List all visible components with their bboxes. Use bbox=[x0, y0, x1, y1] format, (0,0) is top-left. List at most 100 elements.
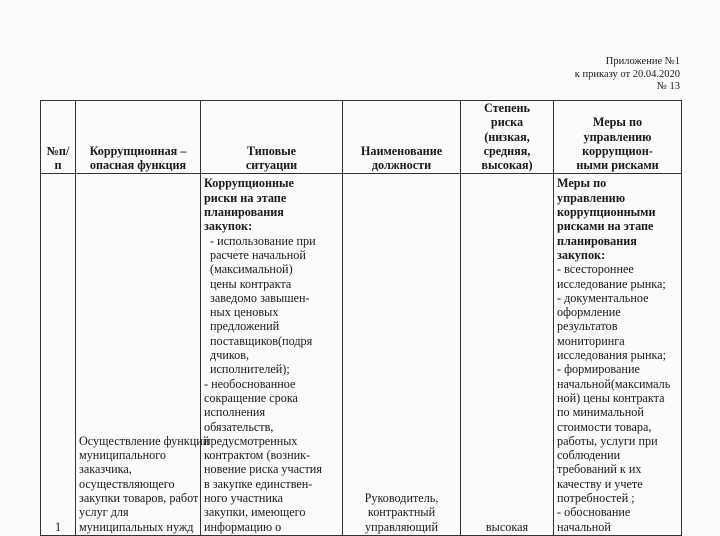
text-line: закупок: bbox=[557, 247, 606, 262]
text-line: Меры по bbox=[557, 176, 607, 191]
text-line: мониторинга bbox=[557, 333, 625, 348]
text-line: (максимальной) bbox=[210, 262, 293, 277]
text-line: Меры по bbox=[592, 115, 643, 130]
text-line: начальной bbox=[557, 519, 611, 534]
text-line: рисками на этапе bbox=[557, 219, 654, 234]
header-situations: Типовые ситуации bbox=[200, 99, 343, 175]
situations-text: - использование при расчете начальной (мак… bbox=[204, 234, 339, 534]
text-line: муниципальных нужд bbox=[79, 519, 194, 534]
text-line: в закупке единствен- bbox=[204, 476, 313, 491]
text-line: требований к их bbox=[557, 462, 642, 477]
corruption-risk-table: №п/п Коррупционная – опасная функция Типо… bbox=[40, 99, 682, 536]
text-line: средняя, bbox=[483, 143, 531, 158]
header-function: Коррупционная – опасная функция bbox=[75, 99, 201, 175]
text-line: работы, услуги при bbox=[557, 433, 658, 448]
text-line: риска bbox=[490, 115, 524, 130]
text-line: №п/ bbox=[46, 143, 70, 158]
text-line: информацию о bbox=[204, 519, 282, 534]
text-line: исследования рынка; bbox=[557, 348, 667, 363]
header-number: №п/п bbox=[40, 99, 76, 175]
situations-heading: Коррупционные риски на этапе планирования з… bbox=[204, 176, 339, 233]
text-line: исследование рынка; bbox=[557, 276, 666, 291]
text-line: закупки товаров, работ bbox=[79, 491, 199, 506]
text-line: Коррупционная – bbox=[89, 143, 187, 158]
text-line: риски на этапе bbox=[204, 190, 287, 205]
risk-level-cell: высокая bbox=[460, 173, 554, 536]
text-line: закупок: bbox=[204, 219, 253, 234]
text-line: (низкая, bbox=[484, 129, 530, 144]
text-line: - формирование bbox=[557, 362, 640, 377]
attachment-note: Приложение №1 к приказу от 20.04.2020 № … bbox=[575, 56, 680, 94]
order-date-line: к приказу от 20.04.2020 bbox=[574, 68, 680, 80]
text-line: ной) цены контракта bbox=[557, 390, 665, 405]
situations-cell: Коррупционные риски на этапе планирования з… bbox=[200, 173, 343, 536]
header-measures: Меры по управлению коррупцион-ными рисками bbox=[553, 99, 682, 175]
text-line: ных ценовых bbox=[210, 305, 279, 320]
text-line: цены контракта bbox=[210, 276, 292, 291]
text-line: Наименование bbox=[360, 143, 443, 158]
table-header-row: №п/п Коррупционная – опасная функция Типо… bbox=[40, 99, 682, 175]
text-line: потребностей ; bbox=[557, 491, 635, 506]
text-line: коррупцион- bbox=[582, 143, 653, 158]
text-line: п bbox=[54, 158, 62, 173]
text-line: результатов bbox=[557, 319, 618, 334]
text-line: - необоснованное bbox=[204, 376, 296, 391]
text-line: ситуации bbox=[245, 158, 298, 173]
text-line: ными рисками bbox=[576, 158, 659, 173]
text-line: контрактом (возник- bbox=[204, 448, 311, 463]
text-line: поставщиков(подря bbox=[210, 333, 313, 348]
attachment-line: Приложение №1 bbox=[605, 56, 680, 67]
text-line: заказчика, bbox=[79, 462, 132, 477]
text-line: планирования bbox=[557, 233, 637, 248]
text-line: управляющий bbox=[365, 519, 438, 534]
text-line: предложений bbox=[210, 319, 280, 334]
header-position: Наименование должности bbox=[342, 99, 461, 175]
text-line: управлению bbox=[583, 129, 652, 144]
text-line: услуг для bbox=[79, 505, 129, 520]
text-line: обязательств, bbox=[204, 419, 274, 434]
text-line: исполнителей); bbox=[210, 362, 290, 377]
order-number-line: № 13 bbox=[656, 81, 680, 92]
text-line: исполнения bbox=[204, 405, 266, 420]
text-line: управлению bbox=[557, 190, 626, 205]
table-row: 1 Осуществление функций муниципального зак… bbox=[40, 173, 682, 536]
text-line: - всестороннее bbox=[557, 262, 634, 277]
text-line: дчиков, bbox=[210, 348, 250, 363]
text-line: начальной(максималь bbox=[557, 376, 671, 391]
text-line: коррупционными bbox=[557, 205, 656, 220]
row-number: 1 bbox=[40, 173, 76, 536]
text-line: заведомо завышен- bbox=[210, 290, 310, 305]
text-line: Степень bbox=[484, 101, 530, 115]
function-cell: Осуществление функций муниципального заказ… bbox=[75, 173, 210, 536]
text-line: сокращение срока bbox=[204, 390, 298, 405]
text-line: расчете начальной bbox=[210, 247, 306, 262]
text-line: осуществляющего bbox=[79, 476, 175, 491]
text-line: планирования bbox=[204, 205, 284, 220]
text-line: - документальное bbox=[557, 290, 649, 305]
text-line: муниципального bbox=[79, 448, 166, 463]
text-line: - обоснование bbox=[557, 505, 631, 520]
text-line: Осуществление функций bbox=[79, 433, 210, 448]
measures-heading: Меры по управлению коррупционными рисками н… bbox=[557, 176, 678, 262]
text-line: Типовые bbox=[246, 143, 297, 158]
text-line: соблюдении bbox=[557, 448, 621, 463]
position-cell: Руководитель, контрактный управляющий bbox=[342, 173, 461, 536]
text-line: опасная функция bbox=[89, 158, 187, 173]
measures-cell: Меры по управлению коррупционными рисками н… bbox=[553, 173, 682, 536]
text-line: закупки, имеющего bbox=[204, 505, 306, 520]
text-line: должности bbox=[371, 158, 432, 173]
text-line: высокая) bbox=[481, 158, 533, 173]
text-line: оформление bbox=[557, 305, 621, 320]
text-line: стоимости товара, bbox=[557, 419, 652, 434]
text-line: Коррупционные bbox=[204, 176, 294, 191]
text-line: Руководитель, bbox=[364, 491, 439, 506]
text-line: новение риска участия bbox=[204, 462, 322, 477]
text-line: качеству и учете bbox=[557, 476, 643, 491]
text-line: - использование при bbox=[210, 233, 316, 248]
header-risk-level: Степень риска (низкая, средняя, высокая) bbox=[460, 99, 554, 175]
text-line: контрактный bbox=[367, 505, 436, 520]
measures-text: - всестороннее исследование рынка; - докум… bbox=[557, 262, 678, 534]
text-line: ного участника bbox=[204, 491, 284, 506]
text-line: по минимальной bbox=[557, 405, 644, 420]
text-line: предусмотренных bbox=[204, 433, 298, 448]
